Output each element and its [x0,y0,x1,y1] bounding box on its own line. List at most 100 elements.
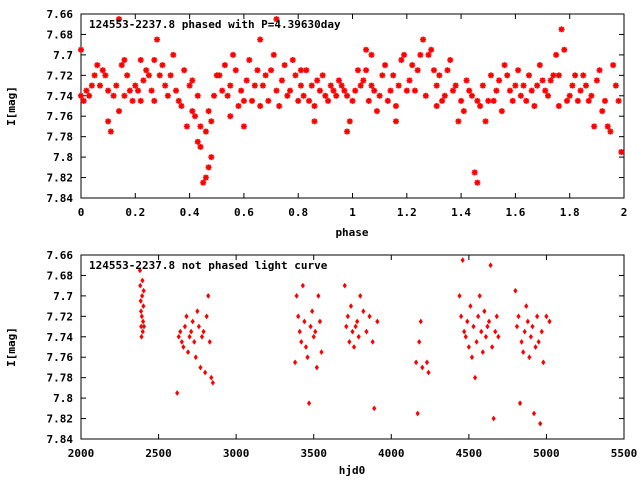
phased-data-point [574,97,581,104]
phased-y-tick-label: 7.78 [47,131,74,144]
unphased-data-point [417,339,422,345]
unphased-data-point [187,333,192,340]
unphased-data-point [519,339,524,345]
phased-y-tick-label: 7.74 [47,90,74,103]
phased-data-point [259,82,266,89]
unphased-data-point [544,313,549,320]
phased-data-point [91,72,98,79]
unphased-x-tick-label: 3000 [223,447,250,460]
phased-data-point [265,97,272,104]
phased-chart-title: 124553-2237.8 phased with P=4.39630day [89,18,341,31]
unphased-data-point [471,323,476,330]
phased-data-point [466,87,473,94]
phased-x-axis-label: phase [335,226,368,239]
phased-data-point [382,62,389,69]
unphased-data-point [316,293,321,299]
phased-x-tick-label: 1.2 [397,206,417,219]
unphased-data-point [426,369,431,376]
phased-data-point [555,103,562,109]
unphased-y-tick-label: 7.76 [47,351,74,364]
phased-data-point [542,87,549,94]
unphased-data-point [424,359,430,366]
phased-data-point [284,92,291,99]
phased-x-tick-label: 0.4 [180,206,200,219]
phased-data-point [249,97,256,104]
phased-data-point [281,62,288,69]
phased-data-point [501,62,508,69]
phased-data-point [563,97,570,104]
phased-y-tick-label: 7.72 [47,69,74,82]
phased-data-point [504,72,511,79]
phased-data-point [534,82,541,89]
unphased-data-point [190,318,195,325]
unphased-data-point [141,287,146,294]
phased-data-point [593,77,600,84]
unphased-data-point [175,390,180,396]
phased-data-point [297,82,304,89]
phased-data-point [517,92,524,99]
phased-data-point [444,67,451,74]
phased-data-point [289,57,296,63]
unphased-data-point [178,328,183,335]
phased-data-point [582,82,589,89]
phased-data-point [436,72,443,79]
unphased-chart-title: 124553-2237.8 not phased light curve [89,259,328,272]
phased-data-point [151,97,158,104]
phased-data-point [544,92,551,99]
unphased-data-point [463,333,468,340]
phased-data-point [607,128,614,135]
phased-data-point [463,77,470,84]
phased-data-point [360,77,367,84]
phased-data-point [105,118,112,125]
phased-data-point [135,87,142,94]
unphased-data-point [483,333,489,340]
unphased-data-point [476,313,481,320]
unphased-data-points [137,257,552,427]
phased-data-point [506,87,513,94]
phased-data-point [515,67,522,74]
unphased-data-point [514,323,520,330]
phased-data-point [403,87,410,94]
unphased-data-point [462,328,467,335]
unphased-data-point [297,328,302,335]
unphased-data-point [539,328,544,335]
unphased-data-point [140,277,145,284]
phased-x-tick-label: 0 [78,206,85,219]
phased-data-point [295,97,302,104]
phased-data-point [601,97,608,104]
phased-data-point [561,46,568,53]
phased-data-point [227,82,234,89]
phased-data-point [181,67,188,74]
unphased-data-point [490,344,495,350]
phased-data-point [395,82,402,89]
phased-x-tick-label: 0.8 [288,206,308,219]
unphased-data-point [137,267,143,274]
unphased-data-point [310,308,315,315]
unphased-data-point [138,282,143,289]
unphased-data-point [293,359,298,366]
phased-x-tick-label: 0.6 [234,206,254,219]
unphased-data-point [182,323,188,330]
phased-data-point [433,103,440,109]
unphased-data-point [517,400,523,407]
phased-data-point [338,82,345,89]
phased-data-point [240,97,247,104]
phased-y-tick-label: 7.66 [47,8,74,21]
phased-data-point [216,72,223,79]
unphased-data-point [138,308,144,315]
phased-data-point [414,67,421,74]
unphased-data-point [367,313,372,320]
phased-data-point [278,77,285,84]
phased-data-point [566,92,573,99]
unphased-data-point [460,257,465,263]
phased-data-point [221,62,228,69]
unphased-data-point [139,333,144,340]
unphased-data-point [531,410,537,417]
phased-data-point [327,82,334,89]
phased-data-point [447,57,454,63]
unphased-data-point [207,339,212,345]
unphased-data-point [140,318,146,325]
phased-data-point [485,97,492,104]
phased-data-point [121,92,128,99]
